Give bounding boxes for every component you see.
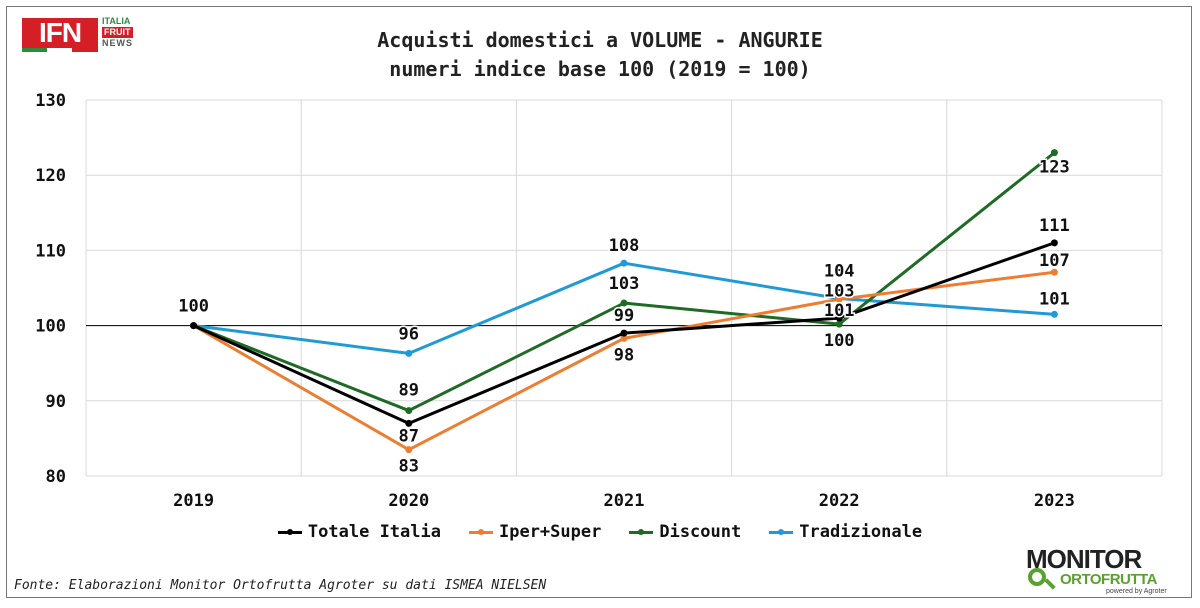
data-label: 103 <box>824 281 855 301</box>
legend-label: Discount <box>659 522 742 542</box>
ifn-logo-mark: IFN <box>22 18 98 48</box>
data-label: 87 <box>399 426 419 446</box>
ifn-logo-flag <box>22 48 98 52</box>
data-point <box>620 334 628 342</box>
x-tick-label: 2022 <box>819 491 860 511</box>
data-point <box>835 314 843 322</box>
data-point <box>190 322 198 330</box>
data-label: 100 <box>178 297 209 317</box>
legend-label: Totale Italia <box>307 522 441 542</box>
data-point <box>620 259 628 267</box>
monitor-logo-bottom: ORTOFRUTTA <box>1060 571 1157 588</box>
legend-label: Iper+Super <box>498 522 602 542</box>
legend-swatch <box>629 528 654 535</box>
legend-item: Discount <box>629 522 741 542</box>
data-point <box>1050 239 1058 247</box>
y-tick-label: 110 <box>35 241 66 261</box>
chart-title-line-1: Acquisti domestici a VOLUME - ANGURIE <box>377 28 823 52</box>
data-label: 103 <box>609 274 640 294</box>
data-label: 98 <box>614 345 634 365</box>
legend-item: Totale Italia <box>277 522 441 542</box>
ifn-word-italia: ITALIA <box>102 16 131 26</box>
data-label: 100 <box>824 331 855 351</box>
y-tick-label: 100 <box>35 317 66 337</box>
data-label: 89 <box>399 381 419 401</box>
x-tick-label: 2020 <box>388 491 429 511</box>
data-point <box>620 299 628 307</box>
data-label: 83 <box>399 457 419 477</box>
data-point <box>405 419 413 427</box>
legend-swatch <box>468 528 493 535</box>
data-label: 99 <box>614 306 634 326</box>
y-tick-label: 120 <box>35 166 66 186</box>
data-label: 123 <box>1039 158 1070 178</box>
chart-frame <box>6 6 1192 598</box>
legend-item: Iper+Super <box>468 522 602 542</box>
data-label: 111 <box>1039 216 1070 236</box>
data-label: 96 <box>399 324 419 344</box>
data-point <box>1050 149 1058 157</box>
monitor-ortofrutta-logo: MONITOR ORTOFRUTTA powered by Agroter <box>1026 544 1182 596</box>
ifn-logo-words: ITALIA FRUIT NEWS <box>102 16 133 49</box>
chart-title: Acquisti domestici a VOLUME - ANGURIE nu… <box>300 26 900 84</box>
y-tick-label: 130 <box>35 91 66 111</box>
monitor-logo-top: MONITOR <box>1026 544 1142 574</box>
data-point <box>405 407 413 415</box>
data-label: 107 <box>1039 251 1070 271</box>
data-label: 101 <box>1039 289 1070 309</box>
legend-swatch <box>277 528 302 535</box>
data-label: 101 <box>824 301 855 321</box>
magnifier-icon <box>1028 568 1046 586</box>
data-label: 104 <box>824 262 855 282</box>
magnifier-handle <box>1044 578 1056 590</box>
monitor-logo-sub: powered by Agroter <box>1106 588 1167 595</box>
legend-swatch <box>769 528 794 535</box>
x-tick-label: 2023 <box>1034 491 1075 511</box>
legend-item: Tradizionale <box>769 522 922 542</box>
data-point <box>1050 310 1058 318</box>
data-point <box>835 320 843 328</box>
y-tick-label: 90 <box>46 392 66 412</box>
chart-legend: Totale Italia Iper+Super Discount Tradizion… <box>0 522 1200 542</box>
legend-label: Tradizionale <box>799 522 923 542</box>
ifn-word-fruit: FRUIT <box>102 27 133 38</box>
data-point <box>405 349 413 357</box>
data-point <box>835 295 843 303</box>
chart-title-line-2: numeri indice base 100 (2019 = 100) <box>389 57 811 81</box>
data-point <box>620 329 628 337</box>
ifn-logo: IFN ITALIA FRUIT NEWS <box>22 16 142 52</box>
data-point <box>405 446 413 454</box>
x-tick-label: 2019 <box>173 491 214 511</box>
data-label: 108 <box>609 236 640 256</box>
y-tick-label: 80 <box>46 467 66 487</box>
data-point <box>1050 268 1058 276</box>
ifn-word-news: NEWS <box>102 38 133 48</box>
source-note: Fonte: Elaborazioni Monitor Ortofrutta A… <box>14 578 547 593</box>
x-tick-label: 2021 <box>604 491 645 511</box>
